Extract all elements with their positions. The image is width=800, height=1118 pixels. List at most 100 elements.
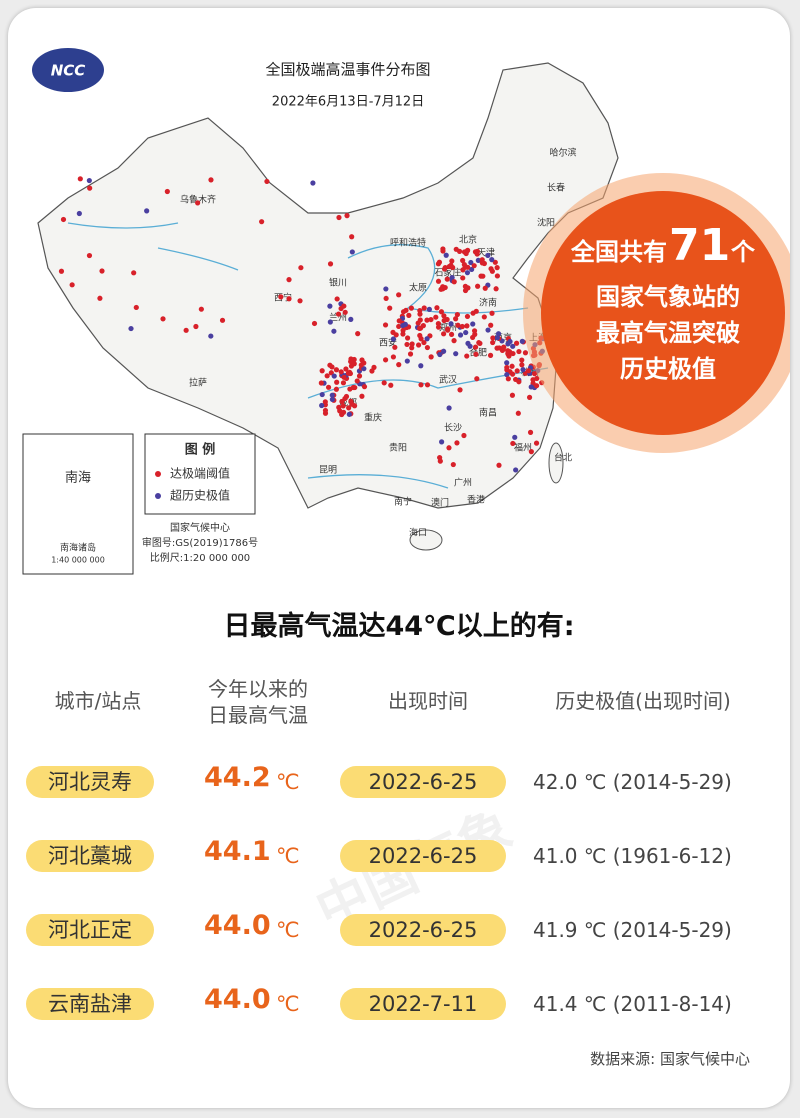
city-label: 长沙 — [444, 422, 462, 434]
station-dot — [527, 429, 534, 435]
station-dot — [346, 405, 352, 411]
station-dot — [198, 306, 204, 312]
station-dot — [426, 306, 432, 312]
station-dot — [348, 398, 354, 404]
station-dot — [509, 392, 516, 398]
station-dot — [496, 462, 502, 468]
station-dot — [485, 252, 491, 259]
station-dot — [338, 369, 344, 375]
station-dot — [340, 380, 347, 386]
station-dot — [86, 252, 93, 259]
station-dot — [69, 282, 75, 288]
column-header: 城市/站点 — [54, 689, 142, 713]
station-dot — [441, 348, 447, 354]
station-dot — [390, 336, 397, 342]
station-dot — [453, 316, 459, 322]
city-label: 昆明 — [319, 465, 337, 476]
legend-frame — [144, 433, 256, 515]
station-dot — [348, 356, 354, 362]
island — [409, 529, 443, 551]
inset-scale: 1:40 000 000 — [51, 556, 105, 565]
station-dot — [343, 366, 349, 372]
logo: NCC — [51, 62, 86, 80]
station-dot — [409, 345, 415, 351]
station-dot — [485, 327, 491, 333]
station-dot — [437, 458, 443, 464]
station-dot — [471, 263, 477, 269]
station-dot — [448, 331, 455, 338]
station-dot — [453, 351, 459, 357]
station-dot — [512, 434, 518, 440]
station-dot — [208, 333, 214, 339]
station-dot — [183, 327, 189, 333]
temp-unit: ℃ — [276, 992, 300, 1016]
callout-suffix: 个 — [731, 238, 756, 266]
station-dot — [342, 309, 348, 315]
station-dot — [390, 354, 397, 360]
station-dot — [445, 327, 451, 333]
station-dot — [446, 445, 452, 451]
station-dot — [404, 341, 410, 348]
station-dot — [76, 210, 82, 217]
station-dot — [435, 324, 442, 330]
station-dot — [382, 357, 389, 363]
station-dot — [404, 335, 411, 341]
city-label: 台北 — [554, 452, 572, 464]
station-dot — [361, 384, 368, 390]
station-dot — [534, 375, 540, 382]
city-label: 太原 — [409, 282, 427, 294]
inset-frame — [22, 433, 134, 575]
station-dot — [318, 380, 324, 386]
station-dot — [369, 368, 375, 374]
station-dot — [424, 344, 431, 351]
station-dot — [487, 352, 494, 358]
station-dot — [528, 449, 534, 455]
station-dot — [441, 266, 448, 272]
station-dot — [462, 287, 469, 294]
station-dot — [467, 343, 473, 349]
station-dot — [416, 325, 423, 331]
river — [157, 247, 239, 271]
station-dot — [388, 382, 394, 388]
station-dot — [417, 311, 423, 317]
station-dot — [475, 283, 481, 289]
station-dot — [513, 340, 520, 346]
station-dot — [510, 440, 516, 447]
station-dot — [390, 329, 396, 335]
station-dot — [443, 252, 449, 258]
callout-circle — [541, 191, 785, 435]
station-dot — [424, 336, 430, 342]
station-dot — [513, 467, 519, 473]
column-header-line: 日最高气温 — [208, 703, 308, 727]
temp-unit: ℃ — [276, 918, 300, 942]
station-dot — [449, 258, 455, 264]
station-dot — [324, 373, 330, 379]
station: 河北灵寿 — [26, 766, 154, 798]
station-dot — [504, 372, 510, 378]
station-dot — [434, 305, 440, 311]
station-dot — [86, 177, 92, 184]
callout-line: 历史极值 — [620, 355, 716, 383]
max-temp: 44.2 — [204, 762, 271, 793]
station-dot — [335, 311, 342, 317]
column-header-line: 今年以来的 — [208, 677, 308, 701]
station-dot — [417, 332, 423, 339]
station-dot — [418, 382, 424, 388]
legend-dot — [155, 493, 161, 499]
station-dot — [333, 386, 339, 392]
station-dot — [490, 335, 496, 341]
station-dot — [469, 266, 475, 273]
station-dot — [128, 325, 134, 332]
station-dot — [438, 309, 445, 315]
river — [307, 474, 449, 489]
station-dot — [489, 268, 495, 274]
station-dot — [208, 177, 214, 183]
station-dot — [329, 396, 335, 403]
station-dot — [454, 440, 460, 446]
station-dot — [505, 376, 511, 382]
inset-label: 南海 — [65, 470, 91, 486]
station-dot — [441, 313, 447, 319]
column-header: 出现时间 — [388, 689, 468, 713]
station-dot — [435, 261, 442, 267]
country-outline — [37, 62, 619, 509]
